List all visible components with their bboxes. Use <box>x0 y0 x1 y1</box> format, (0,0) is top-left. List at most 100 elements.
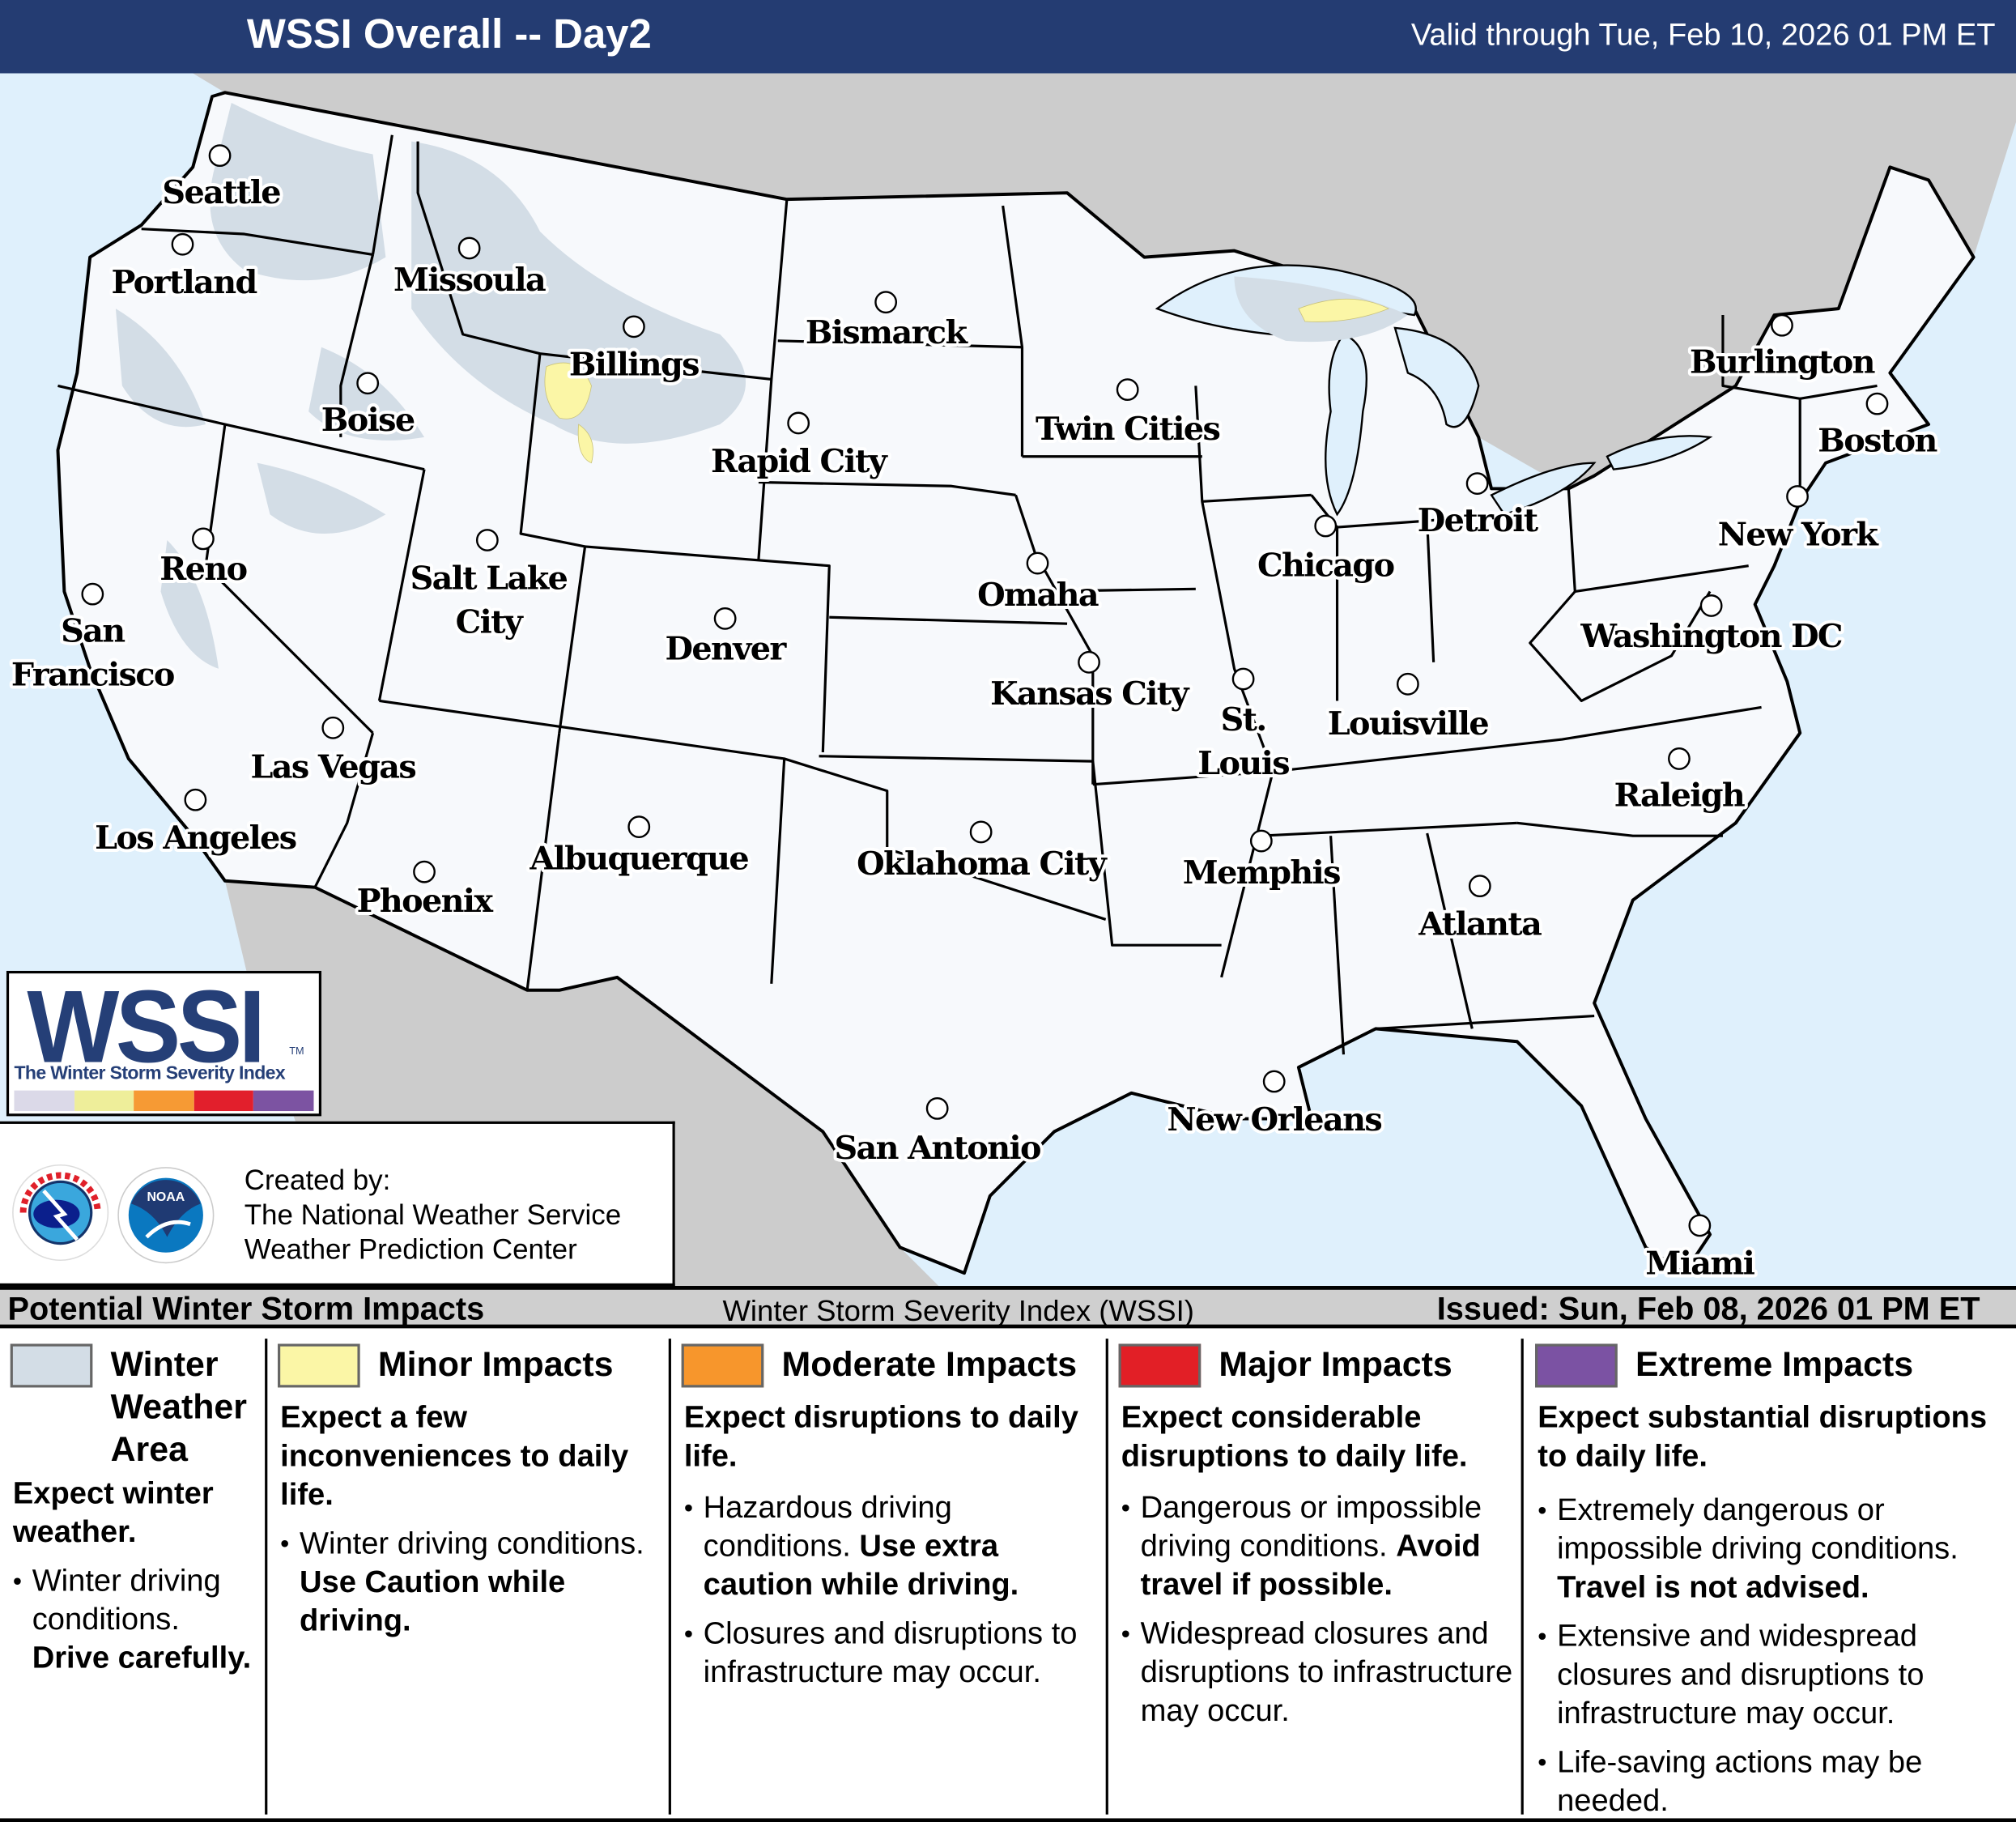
legend-bullet: Life-saving actions may be needed. <box>1538 1743 2001 1820</box>
minor-impact-areas <box>544 298 1390 464</box>
city-dot-icon <box>1668 747 1691 770</box>
wssi-color-bar <box>14 1090 314 1112</box>
city-label: Missoula <box>393 262 546 299</box>
city-san-francisco: San Francisco <box>8 582 178 696</box>
city-dot-icon <box>622 315 645 338</box>
city-label: Miami <box>1645 1245 1754 1283</box>
swatch-winter-weather-area <box>10 1343 93 1388</box>
wssi-logo-text: WSSI <box>27 969 266 1084</box>
city-los-angeles: Los Angeles <box>91 788 300 860</box>
city-label: Salt Lake City <box>410 560 568 641</box>
city-label: Burlington <box>1690 344 1875 381</box>
city-markers: Seattle Portland Missoula Billings Bismarck B… <box>8 144 1942 1286</box>
city-dot-icon <box>1465 472 1489 495</box>
wssi-logo-subtitle: The Winter Storm Severity Index <box>14 1063 286 1084</box>
trademark: TM <box>289 1045 304 1058</box>
bullet-bold: Travel is not advised. <box>1557 1569 1869 1605</box>
swatch-major <box>1118 1343 1202 1388</box>
swatch-moderate <box>681 1343 764 1388</box>
credit-box: NOAA Created by: The National Weather Se… <box>0 1121 675 1287</box>
bullet-text: Winter driving conditions. <box>300 1526 644 1561</box>
legend-bullet: Extremely dangerous or impossible drivin… <box>1538 1492 2001 1607</box>
legend-lead: Expect disruptions to daily life. <box>683 1400 1078 1474</box>
city-dot-icon <box>321 716 345 739</box>
legend-lead: Expect a few inconveniences to daily lif… <box>280 1400 629 1513</box>
map-title: WSSI Overall -- Day2 <box>246 10 652 57</box>
legend-winter-weather-area: Winter Weather Area Expect winter weathe… <box>10 1328 268 1816</box>
legend-minor: Minor Impacts Expect a few inconvenience… <box>278 1328 666 1816</box>
city-dot-icon <box>192 527 215 551</box>
city-label: Reno <box>159 551 246 588</box>
wssi-logo: WSSI TM The Winter Storm Severity Index <box>6 969 322 1117</box>
bullet-bold: Avoid travel if possible. <box>1140 1529 1481 1603</box>
swatch-minor <box>278 1343 360 1388</box>
city-dot-icon <box>1314 514 1338 538</box>
state-boundaries <box>57 134 1878 1055</box>
city-label: Boise <box>321 402 415 439</box>
city-label: Louisville <box>1328 705 1489 743</box>
divider <box>265 1339 268 1815</box>
legend-label: Moderate Impacts <box>781 1345 1078 1384</box>
city-label: Portland <box>111 264 257 301</box>
city-seattle: Seattle <box>159 144 285 215</box>
city-raleigh: Raleigh <box>1611 747 1749 818</box>
issued-time: Issued: Sun, Feb 08, 2026 01 PM ET <box>1436 1291 1980 1327</box>
city-label: Phoenix <box>357 883 494 920</box>
bullet-bold: Drive carefully. <box>32 1641 252 1676</box>
city-bismarck: Bismarck <box>802 291 973 355</box>
legend-label: Major Impacts <box>1219 1345 1452 1384</box>
city-label: Denver <box>666 631 788 668</box>
city-dot-icon <box>969 820 993 844</box>
bullet-text: Extremely dangerous or impossible drivin… <box>1557 1492 1959 1567</box>
legend-lead: Expect winter weather. <box>12 1476 214 1550</box>
city-missoula: Missoula <box>390 236 551 302</box>
credit-text: Created by: The National Weather Service… <box>245 1163 621 1267</box>
city-salt-lake-city: Salt Lake City <box>407 529 572 644</box>
city-boise: Boise <box>318 372 419 442</box>
city-label: Seattle <box>162 174 280 211</box>
header-bar: WSSI Overall -- Day2 Valid through Tue, … <box>0 0 2016 74</box>
lake-ontario <box>1606 435 1713 470</box>
bullet-text: Extensive and widespread closures and di… <box>1557 1619 1925 1731</box>
bullet-text: Dangerous or impossible driving conditio… <box>1140 1490 1482 1564</box>
city-dot-icon <box>627 815 651 838</box>
city-label: New York <box>1718 516 1880 553</box>
city-label: Detroit <box>1418 502 1539 539</box>
divider <box>1105 1339 1108 1815</box>
city-dot-icon <box>1026 551 1049 575</box>
city-new-orleans: New Orleans <box>1163 1070 1386 1142</box>
city-dot-icon <box>1116 378 1139 402</box>
city-dot-icon <box>1468 875 1491 898</box>
city-label: Washington DC <box>1580 618 1842 655</box>
bullet-text: Winter driving conditions. <box>32 1564 221 1637</box>
city-dot-icon <box>208 144 232 168</box>
city-billings: Billings <box>566 315 704 387</box>
city-albuquerque: Albuquerque <box>525 815 753 880</box>
city-label: Albuquerque <box>529 840 748 877</box>
city-omaha: Omaha <box>974 551 1103 617</box>
city-denver: Denver <box>662 607 792 671</box>
city-portland: Portland <box>108 232 262 304</box>
city-label: Twin Cities <box>1036 411 1220 448</box>
city-reno: Reno <box>156 527 251 591</box>
bullet-text: Hazardous driving conditions. <box>703 1490 952 1564</box>
city-label: San Antonio <box>834 1130 1040 1167</box>
legend-bullet: Dangerous or impossible driving conditio… <box>1121 1489 1522 1605</box>
legend-bullet: Extensive and widespread closures and di… <box>1538 1618 2001 1734</box>
legend-bullet: Closures and disruptions to infrastructu… <box>684 1616 1082 1692</box>
canada <box>154 73 2016 489</box>
city-miami: Miami <box>1642 1214 1759 1286</box>
legend-bullet: Winter driving conditions. Use Caution w… <box>280 1525 666 1641</box>
legend-label: Extreme Impacts <box>1635 1345 1914 1384</box>
city-label: Boston <box>1818 422 1937 459</box>
legend-label: Winter Weather Area <box>110 1345 247 1469</box>
legend-lead: Expect substantial disruptions to daily … <box>1538 1400 1988 1474</box>
city-burlington: Burlington <box>1686 313 1879 384</box>
city-dot-icon <box>1786 485 1809 508</box>
bullet-text: Closures and disruptions to infrastructu… <box>703 1616 1078 1690</box>
legend-label: Minor Impacts <box>377 1345 614 1384</box>
legend-header: Potential Winter Storm Impacts Winter St… <box>0 1286 2016 1329</box>
bullet-text: Life-saving actions may be needed. <box>1557 1744 1923 1819</box>
color-bar-segment <box>14 1090 74 1112</box>
city-dot-icon <box>925 1096 949 1120</box>
